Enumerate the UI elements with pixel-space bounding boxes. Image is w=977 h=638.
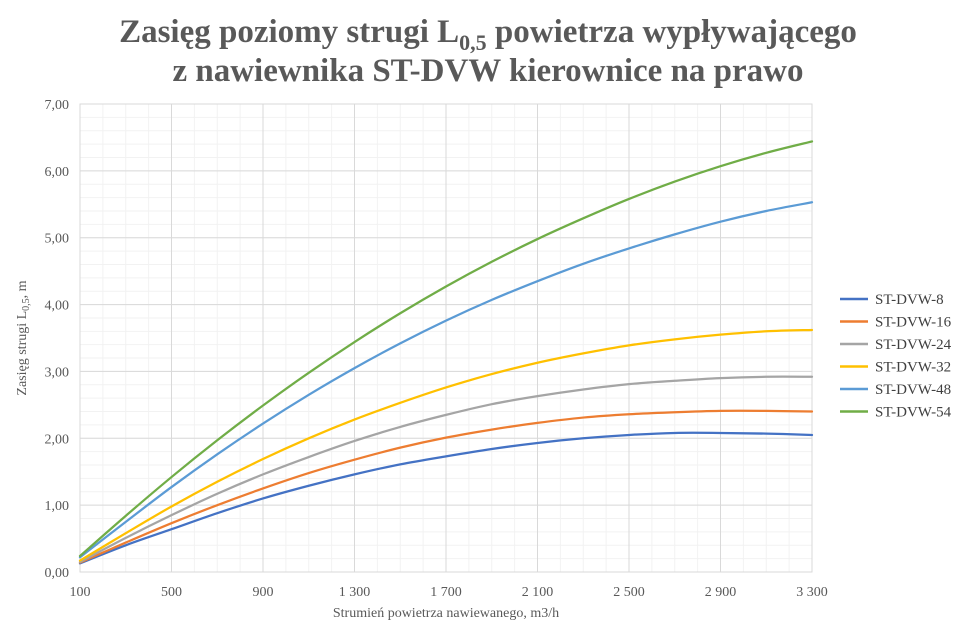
x-tick-label: 2 500 [613,585,645,600]
y-tick-label: 6,00 [45,165,70,180]
legend-label: ST-DVW-16 [875,315,952,331]
y-axis-title: Zasięg strugi L0,5, m [15,280,32,395]
major-gridlines [79,103,813,573]
x-tick-label: 1 300 [339,585,371,600]
legend-label: ST-DVW-48 [875,382,951,398]
x-tick-label: 900 [253,585,274,600]
chart-title-line2: z nawiewnika ST-DVW kierownice na prawo [172,53,803,89]
x-tick-label: 1 700 [430,585,462,600]
y-tick-label: 5,00 [45,232,70,247]
series-line-st-dvw-8 [78,431,814,565]
legend-label: ST-DVW-8 [875,292,944,308]
plot-area-border [79,103,813,573]
x-tick-label: 2 900 [705,585,737,600]
series-line-st-dvw-24 [78,375,814,564]
y-tick-label: 2,00 [45,432,70,447]
x-axis-title: Strumień powietrza nawiewanego, m3/h [333,606,559,621]
legend-label: ST-DVW-24 [875,337,952,353]
y-tick-label: 4,00 [45,299,70,314]
x-axis-tick-labels: 100 500 900 1 300 1 700 2 100 2 500 2 900 3 300 [70,585,828,600]
x-tick-label: 500 [161,585,182,600]
series-line-st-dvw-54 [78,140,814,558]
chart-title-line1: Zasięg poziomy strugi L0,5 powietrza wyp… [119,14,857,55]
y-axis-tick-labels: 0,00 1,00 2,00 3,00 4,00 5,00 6,00 7,00 [45,98,70,581]
legend-label: ST-DVW-54 [875,405,952,421]
legend: ST-DVW-8 ST-DVW-16 ST-DVW-24 ST-DVW-32 ST-DV… [840,292,952,421]
x-tick-label: 3 300 [796,585,828,600]
series-lines [78,140,814,565]
series-line-st-dvw-32 [78,328,814,562]
y-tick-label: 3,00 [45,365,70,380]
legend-label: ST-DVW-32 [875,360,951,376]
series-line-st-dvw-16 [78,409,814,564]
y-tick-label: 7,00 [45,98,70,113]
series-line-st-dvw-48 [78,201,814,559]
y-tick-label: 0,00 [45,566,70,581]
y-tick-label: 1,00 [45,499,70,514]
x-tick-label: 100 [70,585,91,600]
x-tick-label: 2 100 [522,585,554,600]
